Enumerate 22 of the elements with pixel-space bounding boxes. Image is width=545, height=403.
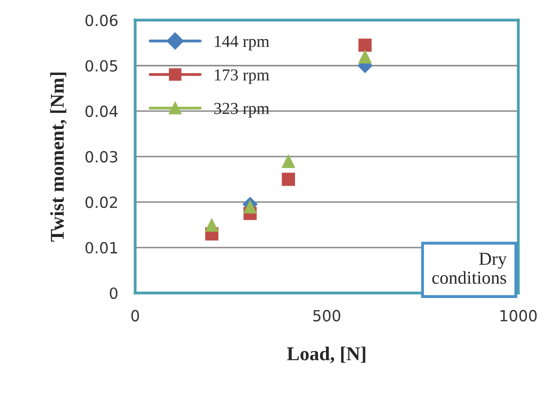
legend-label: 323 rpm — [214, 102, 270, 118]
point — [358, 38, 372, 52]
x-tick-label: 500 — [313, 310, 340, 322]
y-tick-label: 0.05 — [85, 60, 118, 72]
point — [281, 154, 296, 168]
y-tick-label: 0.01 — [85, 242, 118, 254]
x-tick-label: 0 — [131, 310, 140, 322]
legend-label: 173 rpm — [214, 69, 270, 84]
y-tick-label: 0.06 — [85, 14, 118, 26]
x-axis-title: Load, [N] — [287, 346, 366, 364]
y-tick-label: 0 — [110, 287, 118, 300]
x-tick-label: 1000 — [500, 310, 537, 322]
annotation: Dry conditions — [432, 252, 507, 284]
y-tick-label: 0.04 — [85, 106, 118, 118]
y-axis-title: Twist moment, [Nm] — [50, 72, 67, 242]
point — [204, 218, 219, 232]
point — [243, 200, 258, 214]
legend-label: 144 rpm — [214, 36, 270, 50]
y-tick-label: 0.03 — [85, 151, 118, 163]
point — [358, 50, 372, 64]
point — [282, 172, 295, 186]
y-tick-label: 0.02 — [85, 196, 117, 208]
